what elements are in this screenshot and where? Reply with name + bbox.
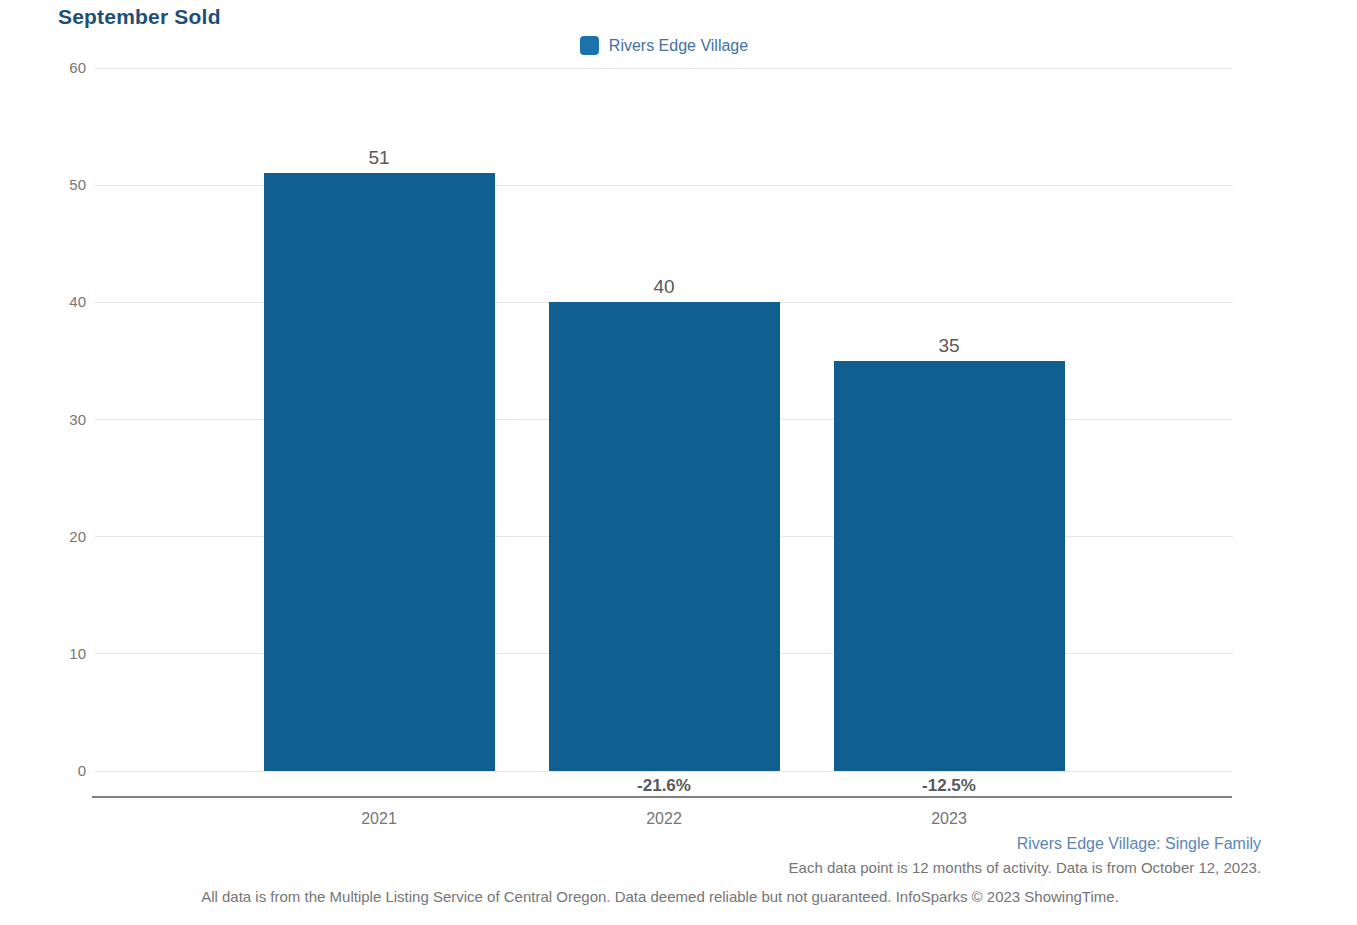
bar-2021[interactable] bbox=[264, 173, 495, 771]
series-note: Rivers Edge Village: Single Family bbox=[1017, 834, 1261, 853]
chart-container: September Sold Rivers Edge Village 01020… bbox=[0, 0, 1357, 925]
data-note: Each data point is 12 months of activity… bbox=[789, 859, 1261, 877]
y-tick-label: 0 bbox=[44, 762, 86, 780]
gridline bbox=[95, 68, 1233, 69]
x-axis-line bbox=[92, 796, 1232, 798]
bar-value-label: 51 bbox=[319, 147, 439, 169]
x-tick-label: 2021 bbox=[319, 809, 439, 828]
y-tick-label: 20 bbox=[44, 528, 86, 546]
bar-value-label: 40 bbox=[604, 276, 724, 298]
y-tick-label: 60 bbox=[44, 59, 86, 77]
y-tick-label: 10 bbox=[44, 645, 86, 663]
x-tick-label: 2023 bbox=[889, 809, 1009, 828]
y-tick-label: 40 bbox=[44, 293, 86, 311]
y-tick-label: 50 bbox=[44, 176, 86, 194]
x-tick-label: 2022 bbox=[604, 809, 724, 828]
pct-change-label: -12.5% bbox=[879, 776, 1019, 796]
plot-area: 0 10 20 30 40 50 60 51 2021 40 -21.6% 2022 35 -12.5% 2… bbox=[0, 0, 1357, 925]
bar-value-label: 35 bbox=[889, 335, 1009, 357]
disclaimer: All data is from the Multiple Listing Se… bbox=[0, 888, 1320, 906]
y-tick-label: 30 bbox=[44, 411, 86, 429]
bar-2023[interactable] bbox=[834, 361, 1065, 771]
pct-change-label: -21.6% bbox=[594, 776, 734, 796]
bar-2022[interactable] bbox=[549, 302, 780, 771]
